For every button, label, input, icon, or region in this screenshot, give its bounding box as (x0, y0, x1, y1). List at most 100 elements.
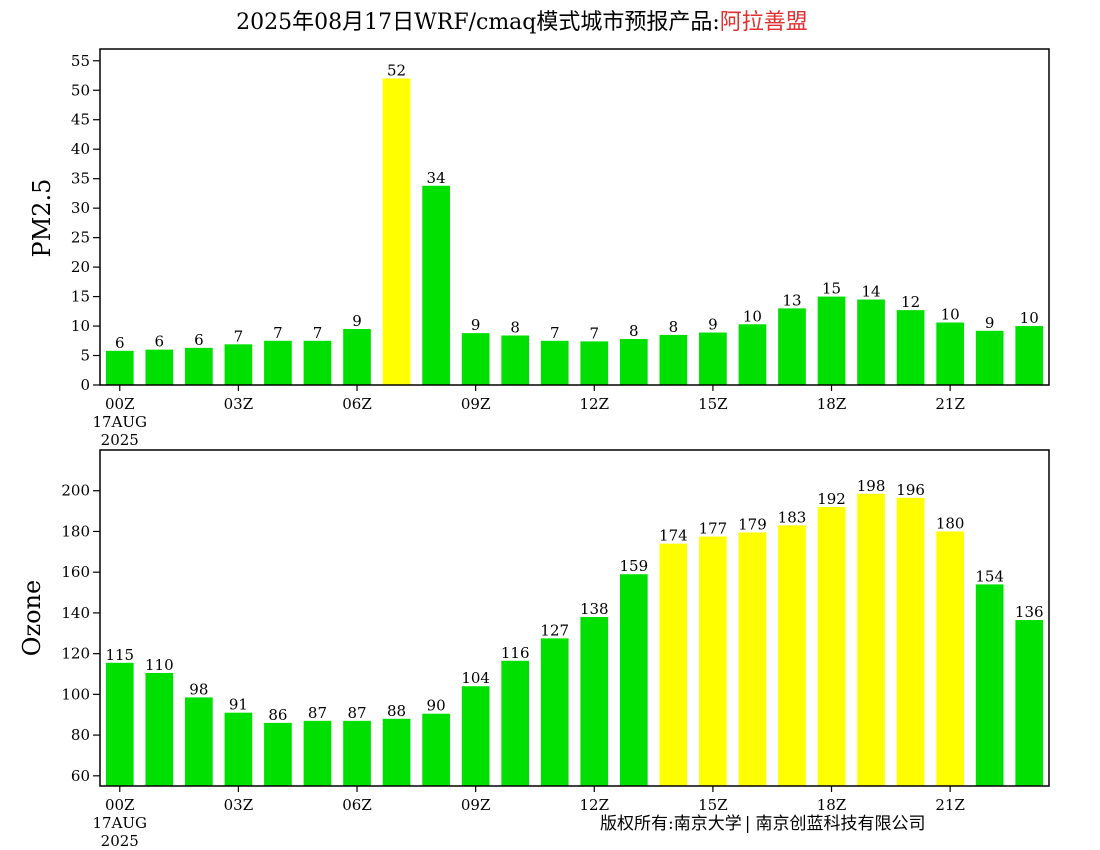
ozone-bar (343, 720, 371, 786)
pm25-bar-label: 10 (1020, 309, 1039, 327)
ozone-bar-label: 192 (817, 490, 846, 508)
pm25-bar-label: 9 (985, 314, 995, 332)
pm25-bar (145, 349, 174, 385)
ozone-bar-label: 196 (896, 481, 925, 499)
pm25-y-tick-label: 25 (71, 229, 90, 247)
ozone-y-tick-label: 160 (61, 563, 90, 581)
pm25-bar (619, 339, 648, 385)
pm25-y-tick-label: 15 (71, 288, 90, 306)
pm25-bar-label: 9 (708, 316, 718, 334)
pm25-bar-label: 13 (782, 291, 801, 309)
ozone-axis-ticks: 60 80 100 120 140 160 180 200 (61, 482, 100, 785)
ozone-x-tick-sublabel: 17AUG (92, 814, 147, 832)
pm25-y-tick-label: 5 (80, 347, 90, 365)
pm25-bar-label: 10 (743, 307, 762, 325)
chart-title-main: 2025年08月17日WRF/cmaq模式城市预报产品: (236, 10, 720, 35)
ozone-bar (264, 722, 292, 786)
ozone-x-tick-sublabel: 2025 (101, 832, 139, 850)
pm25-bar (540, 340, 569, 385)
ozone-bar (857, 493, 885, 786)
ozone-bar (105, 662, 134, 786)
pm25-bar-label: 8 (669, 318, 679, 336)
ozone-bar-label: 127 (540, 621, 569, 639)
pm25-bar (659, 334, 688, 385)
pm25-x-tick-label: 03Z (224, 395, 254, 413)
ozone-bar-label: 104 (461, 669, 490, 687)
copyright-footer: 版权所有:南京大学 | 南京创蓝科技有限公司 (600, 814, 925, 834)
pm25-bar-label: 7 (273, 324, 283, 342)
pm25-bar (264, 340, 292, 385)
pm25-y-tick-label: 40 (71, 140, 90, 158)
ozone-bar (738, 532, 767, 786)
ozone-x-tick-label: 15Z (698, 796, 728, 814)
ozone-bar-label: 87 (347, 704, 366, 722)
pm25-bar (778, 308, 806, 385)
ozone-bar (540, 638, 569, 786)
ozone-bar (382, 718, 411, 786)
ozone-bar (896, 497, 925, 786)
pm25-bar (580, 341, 609, 385)
ozone-bar (619, 574, 648, 786)
ozone-bar-label: 90 (427, 697, 446, 715)
ozone-bar (975, 584, 1004, 786)
ozone-x-tick-label: 18Z (817, 796, 847, 814)
ozone-y-tick-label: 100 (61, 685, 90, 703)
ozone-bar (817, 507, 846, 786)
pm25-x-tick-label: 00Z (105, 395, 135, 413)
pm25-bar-label: 14 (862, 283, 881, 301)
pm25-bar-label: 52 (387, 61, 406, 79)
ozone-bar (422, 713, 450, 786)
ozone-bar-label: 110 (145, 656, 174, 674)
pm25-x-tick-label: 06Z (342, 395, 372, 413)
pm25-bar-label: 34 (427, 169, 446, 187)
ozone-bar-label: 116 (501, 644, 530, 662)
ozone-bar (224, 712, 253, 786)
pm25-bar (303, 340, 332, 385)
pm25-bar-label: 9 (352, 312, 362, 330)
copyright-org2: 南京创蓝科技有限公司 (755, 814, 925, 834)
pm25-y-tick-label: 0 (80, 376, 90, 394)
pm25-bar-label: 12 (901, 293, 920, 311)
ozone-bar-label: 91 (229, 696, 248, 714)
ozone-bar (659, 543, 688, 786)
ozone-y-tick-label: 140 (61, 604, 90, 622)
copyright-separator: | (745, 814, 751, 834)
ozone-x-tick-label: 12Z (580, 796, 610, 814)
ozone-panel: Ozone 60 80 100 120 140 160 180 200 115 110 98 91 8… (18, 449, 1050, 850)
ozone-bar-label: 177 (699, 520, 728, 538)
pm25-x-tick-label: 15Z (698, 395, 728, 413)
ozone-y-tick-label: 80 (71, 726, 90, 744)
ozone-x-tick-label: 03Z (224, 796, 254, 814)
pm25-bar-label: 6 (194, 331, 204, 349)
pm25-plot-frame (99, 48, 1050, 386)
ozone-x-tick-label: 00Z (105, 796, 135, 814)
pm25-y-tick-label: 20 (71, 258, 90, 276)
ozone-bar-label: 86 (268, 706, 287, 724)
pm25-bar (501, 335, 530, 385)
ozone-bar-label: 159 (619, 557, 648, 575)
pm25-bar (382, 78, 411, 385)
pm25-bar-label: 7 (589, 324, 599, 342)
ozone-y-axis-label: Ozone (18, 580, 46, 656)
ozone-y-tick-label: 60 (71, 767, 90, 785)
ozone-bar-label: 136 (1015, 603, 1044, 621)
ozone-bar (461, 686, 490, 786)
ozone-bar (580, 616, 609, 786)
pm25-y-axis-label: PM2.5 (28, 179, 56, 258)
pm25-bar (343, 329, 371, 385)
ozone-bar-label: 198 (857, 477, 886, 495)
chart-title: 2025年08月17日WRF/cmaq模式城市预报产品:阿拉善盟 (236, 10, 808, 35)
pm25-bar-label: 8 (510, 318, 520, 336)
pm25-bar (975, 330, 1004, 385)
pm25-bar (422, 185, 450, 385)
pm25-y-tick-label: 30 (71, 199, 90, 217)
ozone-bar-label: 88 (387, 702, 406, 720)
pm25-x-tick-label: 18Z (817, 395, 847, 413)
pm25-bars (105, 78, 1044, 385)
pm25-bar (936, 322, 964, 385)
pm25-axis-ticks: 0 5 10 15 20 25 30 35 40 45 50 55 (71, 52, 100, 394)
pm25-bar-label: 7 (313, 324, 323, 342)
ozone-bar-labels: 115 110 98 91 86 87 87 88 90 104 116 127 138 159 174 17… (105, 477, 1043, 724)
